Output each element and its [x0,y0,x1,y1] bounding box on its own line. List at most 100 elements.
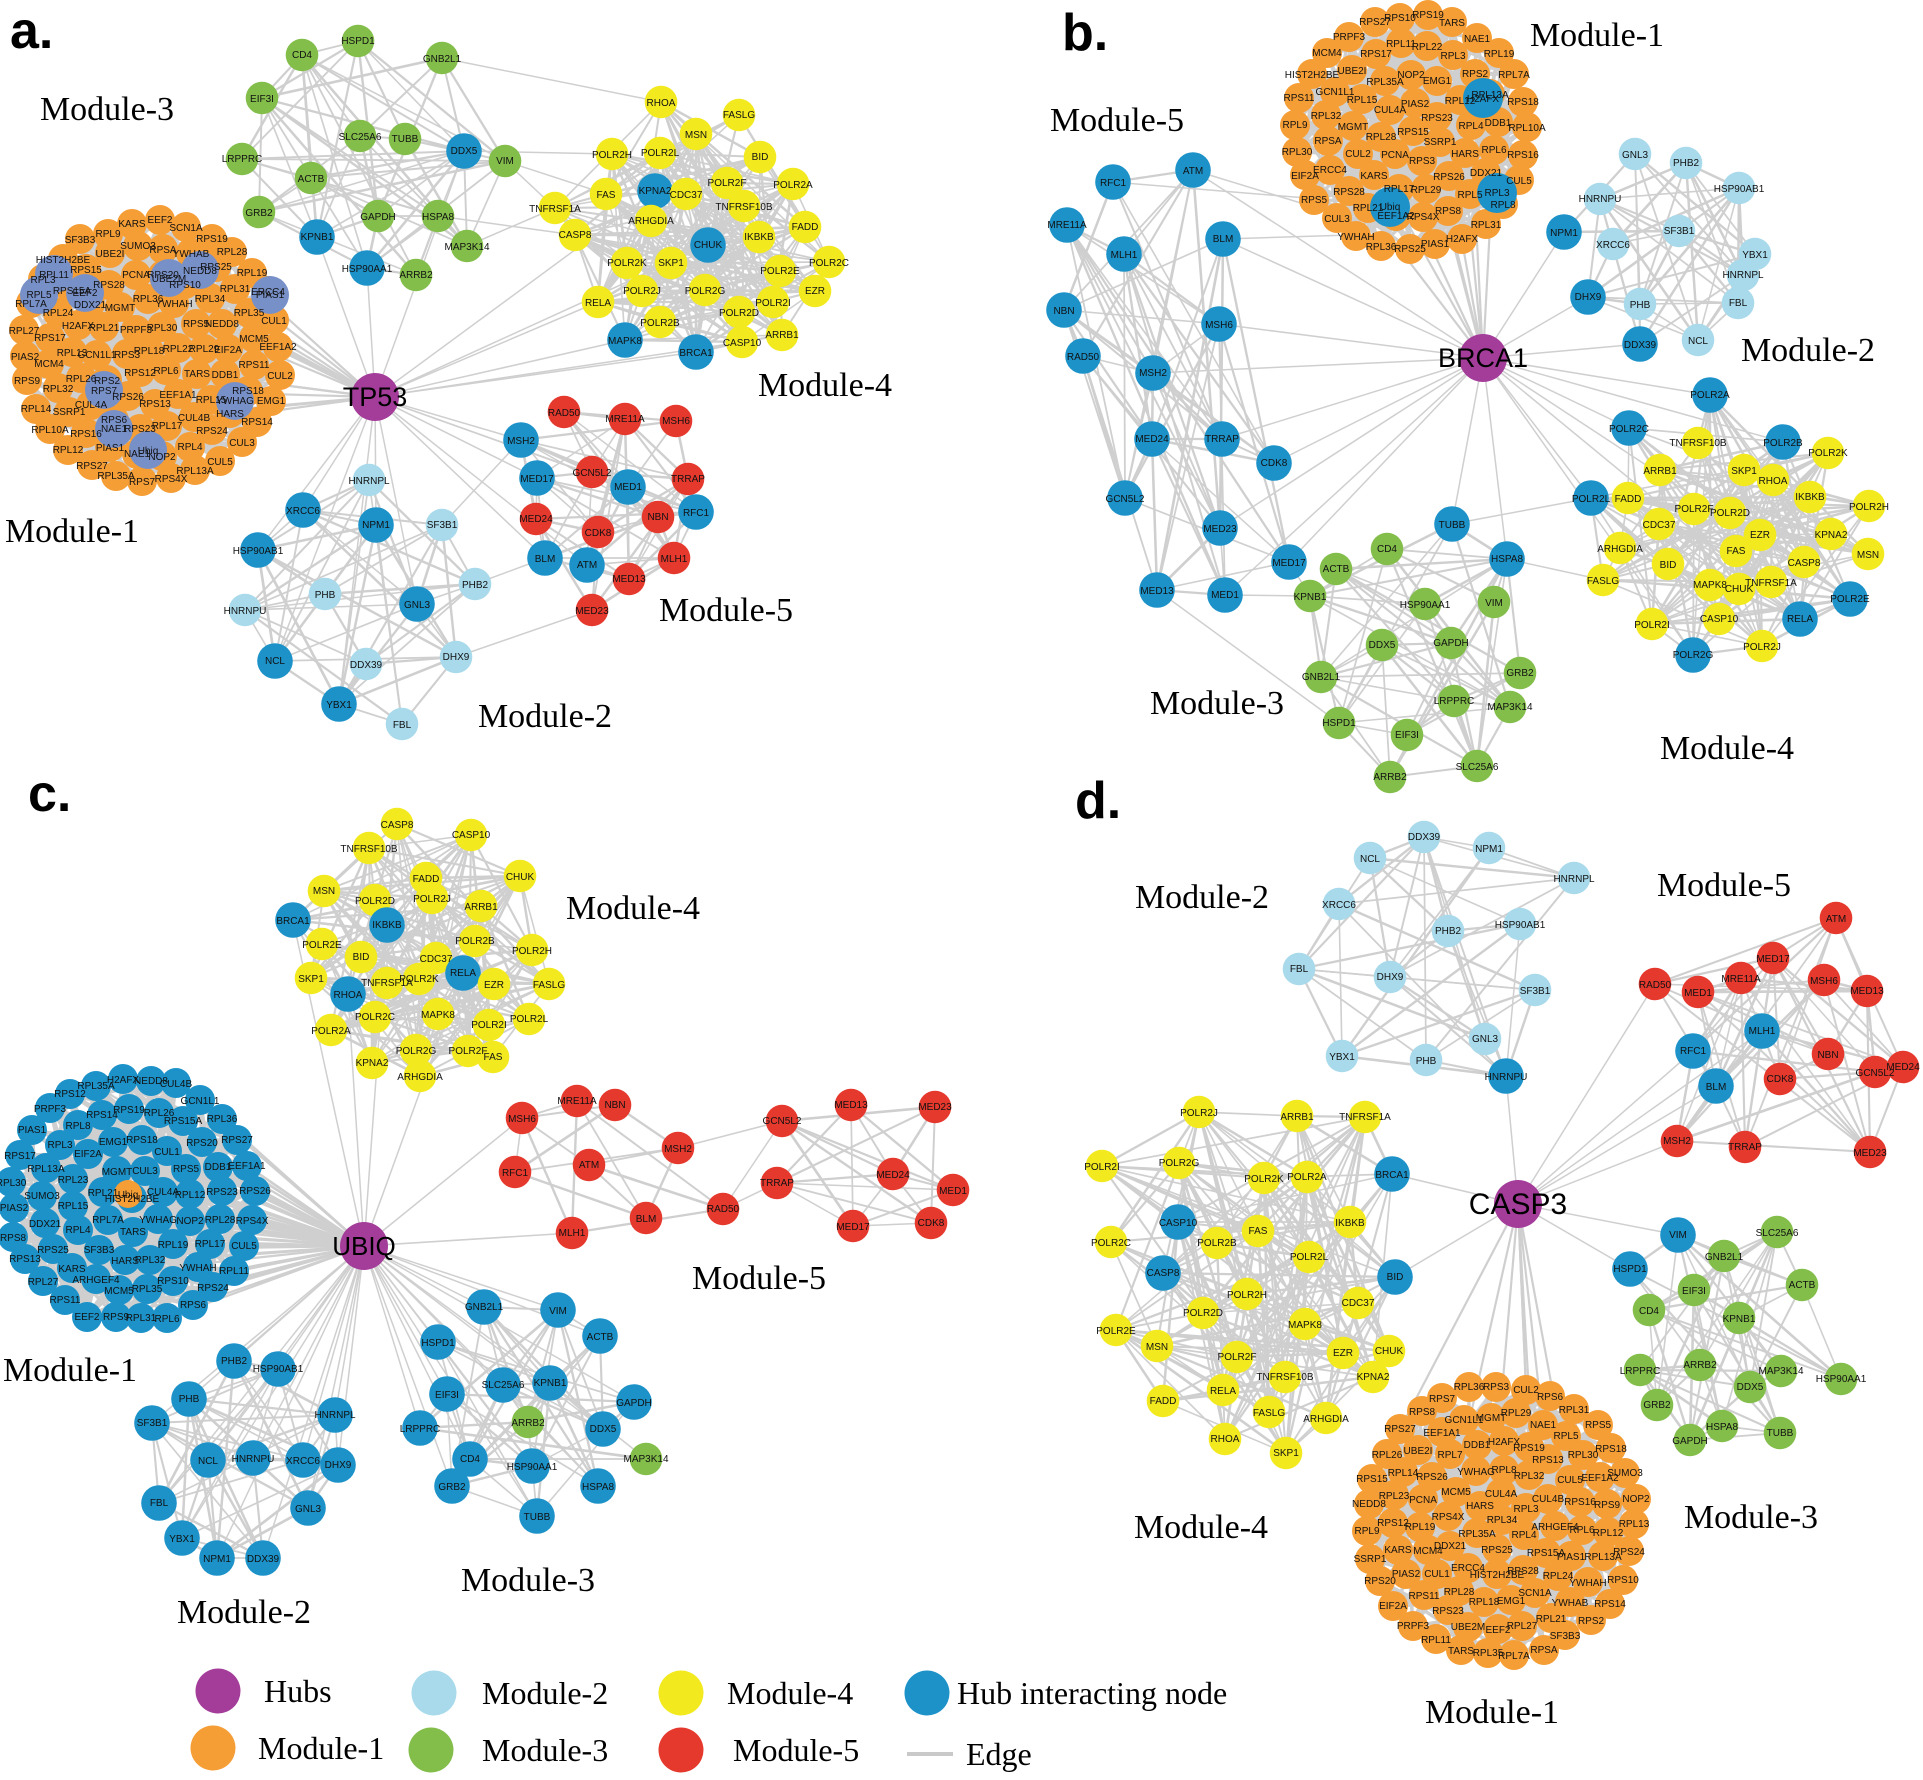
svg-text:MSH6: MSH6 [508,1114,536,1125]
svg-text:TP53: TP53 [343,382,408,412]
svg-text:RPS2: RPS2 [1578,1616,1605,1627]
svg-text:BLM: BLM [1706,1082,1727,1093]
svg-text:RPS25: RPS25 [37,1245,69,1256]
svg-text:EIF3I: EIF3I [435,1390,459,1401]
svg-text:HSPD1: HSPD1 [341,36,375,47]
svg-text:TNFRSF10B: TNFRSF10B [715,202,773,213]
svg-text:UBE2I: UBE2I [1404,1446,1433,1457]
svg-text:Module-5: Module-5 [692,1260,826,1297]
svg-text:BRCA1: BRCA1 [1438,343,1528,373]
svg-text:RPL17: RPL17 [195,1239,226,1250]
svg-text:RPS24: RPS24 [197,1283,229,1294]
svg-text:MED24: MED24 [519,514,553,525]
svg-text:ACTB: ACTB [298,174,325,185]
svg-text:RPL6: RPL6 [154,1314,179,1325]
svg-text:NOP2: NOP2 [176,1216,204,1227]
svg-text:HNRNPU: HNRNPU [1579,194,1622,205]
svg-text:CUL1: CUL1 [1424,1569,1450,1580]
svg-text:FBL: FBL [393,720,412,731]
svg-text:ACTB: ACTB [1323,564,1350,575]
svg-text:RPL6: RPL6 [1481,145,1506,156]
svg-text:MLH1: MLH1 [1111,250,1138,261]
svg-text:DDX21: DDX21 [29,1219,62,1230]
svg-text:ATM: ATM [579,1160,599,1171]
svg-text:PHB2: PHB2 [221,1356,248,1367]
svg-text:HSPA8: HSPA8 [582,1482,614,1493]
svg-text:Module-5: Module-5 [659,592,793,629]
svg-text:POLR2A: POLR2A [311,1026,351,1037]
svg-text:RPL3: RPL3 [1484,188,1509,199]
svg-text:Module-2: Module-2 [1135,879,1269,916]
svg-text:RPS3: RPS3 [114,350,141,361]
svg-text:Ubiq: Ubiq [1380,202,1401,213]
svg-text:POLR2J: POLR2J [1180,1108,1218,1119]
svg-text:NBN: NBN [1053,306,1074,317]
svg-text:SF3B1: SF3B1 [1520,986,1551,997]
svg-text:HNRNPU: HNRNPU [232,1454,275,1465]
svg-text:RPSA: RPSA [1314,136,1342,147]
svg-text:TRRAP: TRRAP [760,1178,794,1189]
svg-text:BLM: BLM [636,1214,657,1225]
svg-text:IKBKB: IKBKB [744,232,774,243]
svg-text:PHB2: PHB2 [462,580,489,591]
svg-text:MED17: MED17 [1756,954,1790,965]
svg-text:YBX1: YBX1 [1742,250,1768,261]
svg-text:ATM: ATM [1826,914,1846,925]
svg-text:RPL36: RPL36 [207,1114,238,1125]
svg-text:HSPD1: HSPD1 [421,1338,455,1349]
svg-text:HARS: HARS [216,409,244,420]
svg-text:Module-2: Module-2 [482,1675,608,1711]
svg-text:Module-1: Module-1 [3,1352,137,1389]
svg-text:RPL23: RPL23 [58,1175,89,1186]
svg-text:MED17: MED17 [520,474,554,485]
svg-text:SLC25A6: SLC25A6 [482,1380,525,1391]
svg-text:RPL18: RPL18 [1469,1597,1500,1608]
svg-text:POLR2E: POLR2E [1096,1326,1136,1337]
svg-text:DDB1: DDB1 [212,370,239,381]
svg-text:YWHAG: YWHAG [216,396,254,407]
svg-text:MCM5: MCM5 [104,1286,134,1297]
svg-text:DDB1: DDB1 [1464,1440,1491,1451]
svg-text:EIF2A: EIF2A [214,345,242,356]
svg-text:RPS19: RPS19 [1513,1443,1545,1454]
svg-text:MED13: MED13 [612,574,646,585]
svg-text:MAPK8: MAPK8 [1288,1320,1322,1331]
svg-text:POLR2D: POLR2D [1183,1308,1223,1319]
svg-text:PCNA: PCNA [122,270,150,281]
svg-text:MED24: MED24 [1886,1062,1920,1073]
svg-text:NEDD8: NEDD8 [1352,1499,1386,1510]
svg-text:RHOA: RHOA [1211,1434,1240,1445]
svg-text:MED17: MED17 [836,1222,870,1233]
svg-text:HNRNPU: HNRNPU [224,606,267,617]
svg-text:SF3B3: SF3B3 [84,1245,115,1256]
svg-text:RPL19: RPL19 [1484,49,1515,60]
svg-text:RFC1: RFC1 [502,1168,529,1179]
svg-text:CASP8: CASP8 [1788,558,1821,569]
svg-text:POLR2H: POLR2H [592,150,632,161]
svg-text:RPS19: RPS19 [196,234,228,245]
svg-text:RPL28: RPL28 [1366,132,1397,143]
svg-text:POLR2D: POLR2D [719,308,759,319]
svg-text:ARHGDIA: ARHGDIA [628,216,674,227]
svg-text:CASP10: CASP10 [452,830,491,841]
svg-text:RPL13A: RPL13A [27,1164,65,1175]
svg-text:MED1: MED1 [939,1186,967,1197]
svg-text:NCL: NCL [1688,336,1708,347]
svg-text:EEF2: EEF2 [1485,1625,1510,1636]
svg-text:NEDD8: NEDD8 [183,266,217,277]
svg-text:NPM1: NPM1 [1475,844,1503,855]
svg-text:RPS18: RPS18 [1595,1444,1627,1455]
svg-text:RPL30: RPL30 [1568,1450,1599,1461]
svg-text:NCL: NCL [1360,854,1380,865]
svg-text:LRPPRC: LRPPRC [1434,696,1475,707]
svg-text:Module-3: Module-3 [1684,1499,1818,1536]
svg-text:RPS16: RPS16 [1507,150,1539,161]
svg-text:HSP90AA1: HSP90AA1 [342,264,393,275]
svg-text:EZR: EZR [1333,1348,1353,1359]
svg-text:KARS: KARS [1384,1545,1412,1556]
svg-text:NPM1: NPM1 [362,520,390,531]
svg-text:Module-5: Module-5 [1657,867,1791,904]
svg-text:SLC25A6: SLC25A6 [1456,762,1499,773]
svg-text:POLR2E: POLR2E [1830,594,1870,605]
svg-text:DDX21: DDX21 [1470,168,1503,179]
